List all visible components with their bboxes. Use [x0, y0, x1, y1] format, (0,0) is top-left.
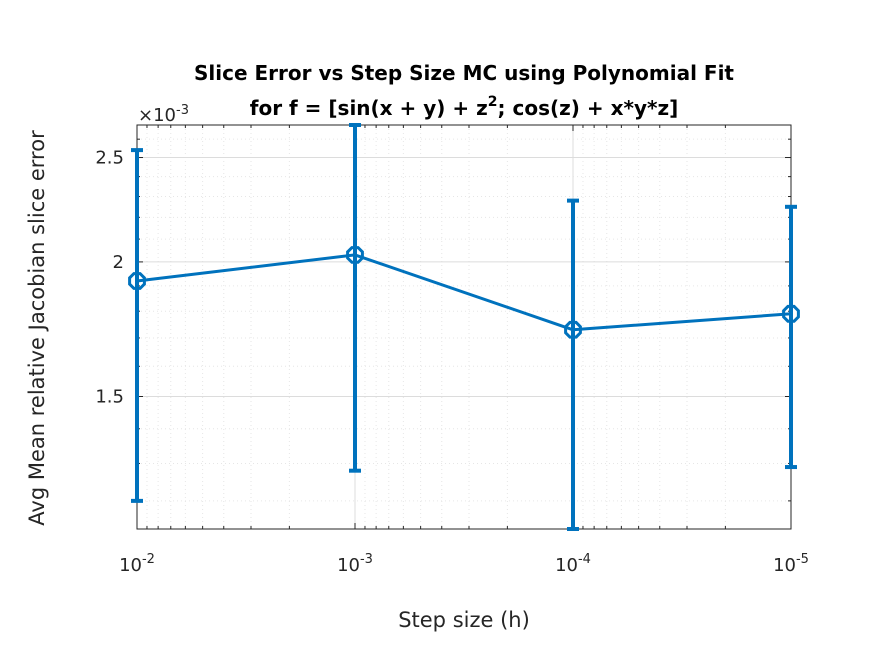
plot-background [137, 125, 791, 529]
x-tick-label: 10-5 [773, 552, 809, 576]
x-tick-label: 10-2 [119, 552, 155, 576]
y-axis-title: Avg Mean relative Jacobian slice error [25, 130, 49, 526]
data-point-marker [782, 304, 800, 323]
y-exponent-label: ×10-3 [138, 103, 189, 126]
x-tick-label: 10-4 [555, 552, 591, 576]
y-tick-labels: 1.5 2 2.5 [95, 148, 124, 408]
x-tick-label: 10-3 [337, 552, 373, 576]
series-line [136, 253, 792, 332]
chart-title-line-2: for f = [sin(x + y) + z2; cos(z) + x*y*z… [250, 94, 678, 120]
chart-title-line-1: Slice Error vs Step Size MC using Polyno… [194, 61, 734, 85]
y-tick-label: 1.5 [95, 386, 124, 407]
x-tick-labels: 10-2 10-3 10-4 10-5 [119, 552, 809, 576]
data-point-marker [128, 272, 146, 290]
x-axis-title: Step size (h) [398, 608, 530, 632]
data-point-marker [346, 246, 364, 264]
series-layer [128, 123, 800, 531]
y-tick-label: 2.5 [95, 148, 124, 169]
y-tick-label: 2 [113, 252, 124, 273]
grid [136, 125, 792, 529]
data-point-marker [564, 320, 582, 339]
